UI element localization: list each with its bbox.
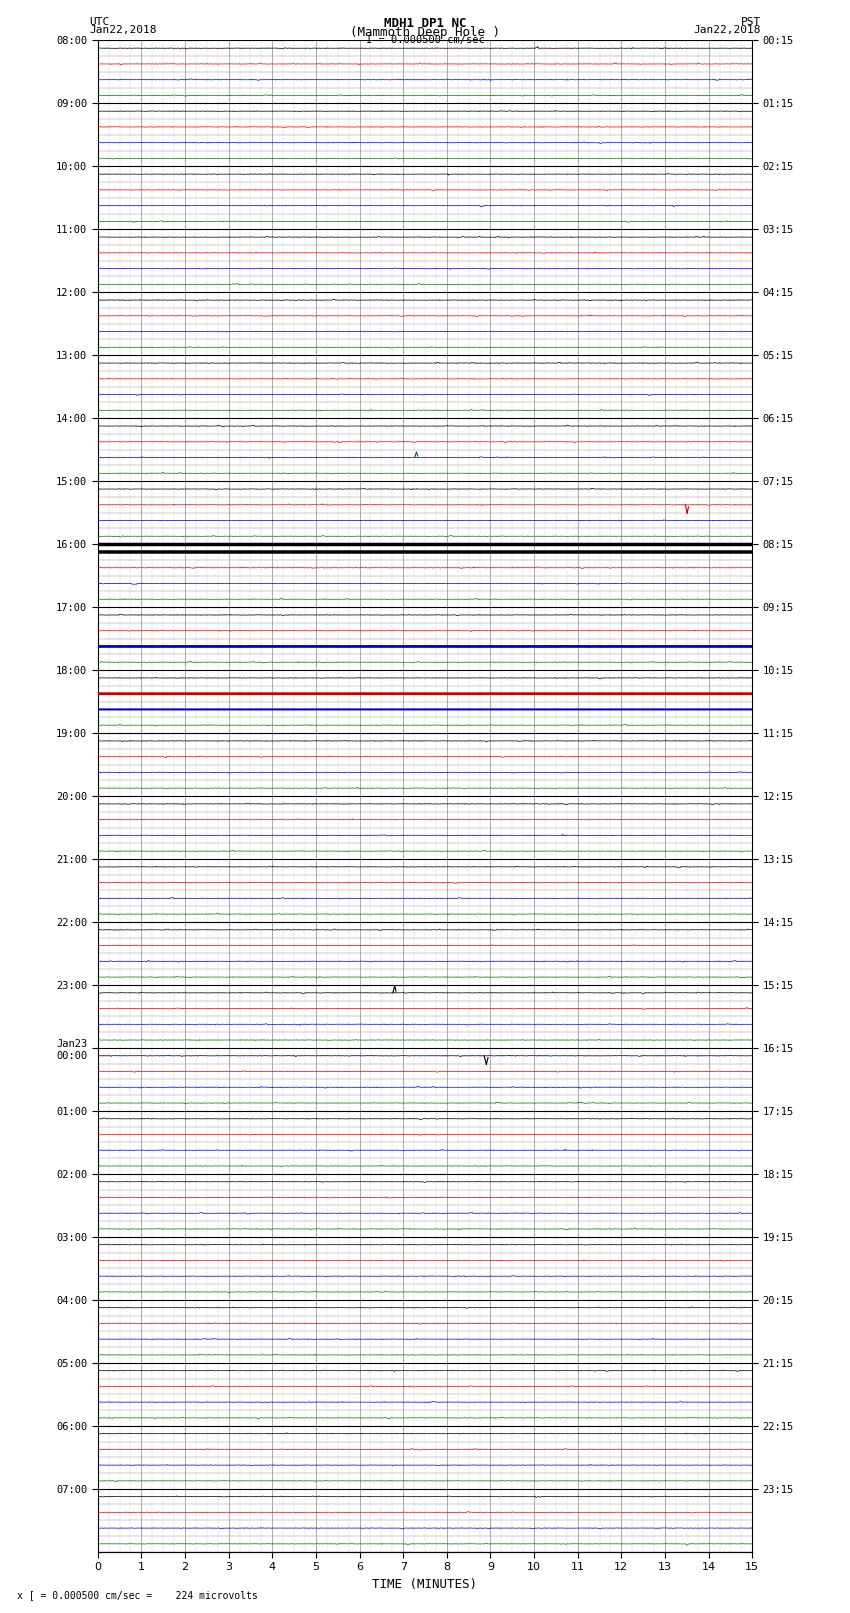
Text: UTC: UTC <box>89 18 110 27</box>
Text: I = 0.000500 cm/sec: I = 0.000500 cm/sec <box>366 35 484 45</box>
Text: (Mammoth Deep Hole ): (Mammoth Deep Hole ) <box>350 26 500 39</box>
Text: Jan22,2018: Jan22,2018 <box>694 24 761 35</box>
X-axis label: TIME (MINUTES): TIME (MINUTES) <box>372 1578 478 1590</box>
Text: x [ = 0.000500 cm/sec =    224 microvolts: x [ = 0.000500 cm/sec = 224 microvolts <box>17 1590 258 1600</box>
Text: Jan22,2018: Jan22,2018 <box>89 24 156 35</box>
Text: PST: PST <box>740 18 761 27</box>
Text: MDH1 DP1 NC: MDH1 DP1 NC <box>383 18 467 31</box>
